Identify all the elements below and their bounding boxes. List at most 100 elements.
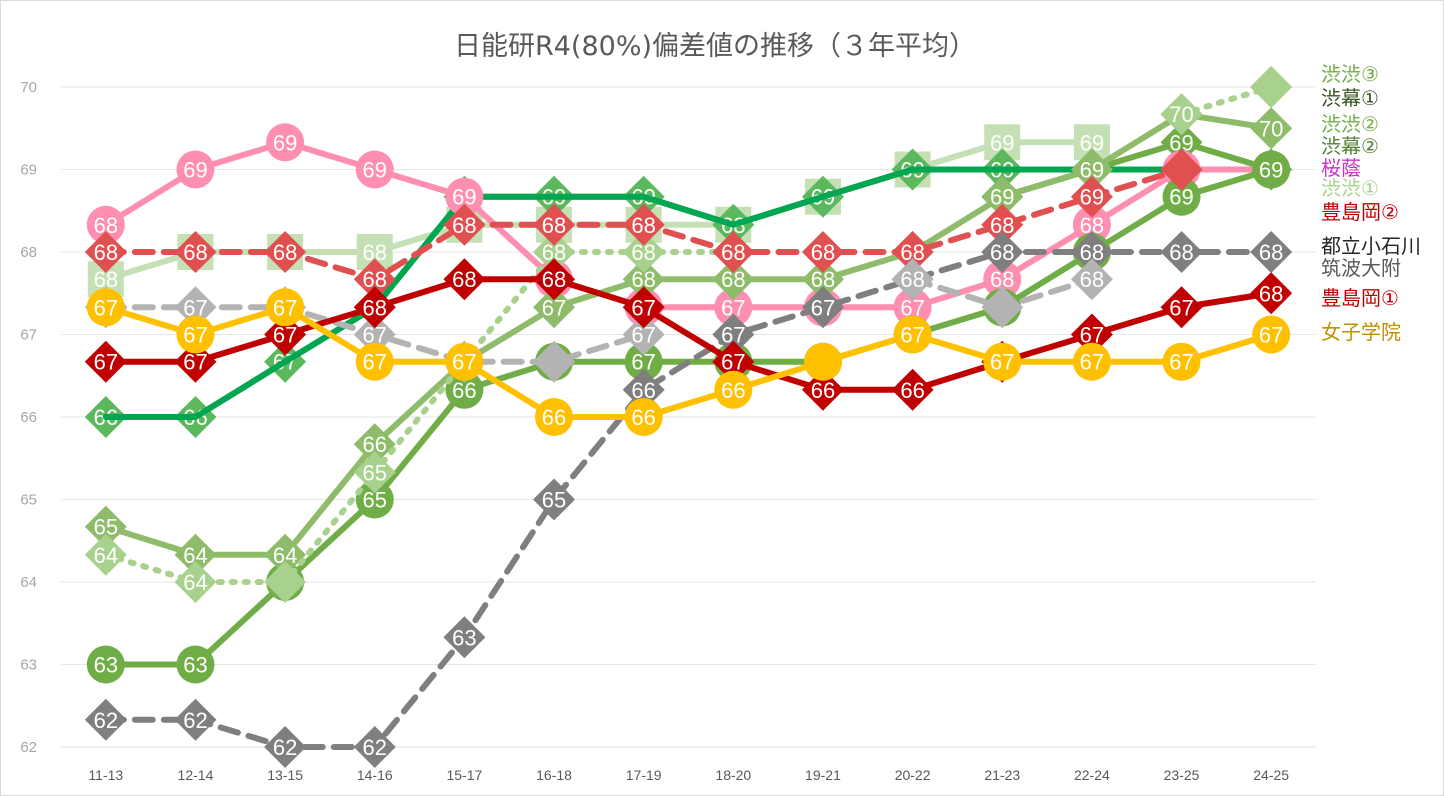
y-tick-label: 65: [20, 492, 37, 509]
series-group: 7068686868686868686969696969696969666667…: [84, 66, 1293, 768]
data-point-circle: [535, 398, 574, 436]
data-label: 67: [94, 350, 118, 375]
data-point-circle: [86, 645, 125, 684]
x-tick-label: 19-21: [805, 767, 841, 783]
data-point-diamond: [264, 533, 307, 576]
y-axis-ticks: 62 63 64 65 66 67 68 69 70: [20, 79, 37, 756]
data-point-circle: [1252, 315, 1291, 354]
y-tick-label: 62: [20, 739, 37, 756]
data-label: 67: [811, 295, 835, 320]
data-label: 66: [811, 378, 835, 403]
data-label: 66: [721, 378, 745, 403]
data-point-circle: [176, 645, 215, 684]
y-tick-label: 63: [20, 657, 37, 674]
data-label: 67: [273, 323, 297, 348]
data-label: 62: [183, 708, 207, 733]
data-point-diamond: [353, 451, 396, 494]
data-label: 68: [1259, 281, 1283, 306]
data-label: 69: [183, 158, 207, 183]
legend-entry: 都立小石川: [1321, 234, 1421, 258]
data-label: 67: [900, 323, 924, 348]
y-tick-label: 68: [20, 244, 37, 261]
data-label: 67: [273, 295, 297, 320]
data-point-diamond: [264, 561, 307, 603]
legend-entry: 渋渋②: [1321, 112, 1379, 136]
x-tick-label: 17-19: [626, 767, 662, 783]
data-point-circle: [624, 398, 663, 436]
data-label: 67: [1080, 350, 1104, 375]
data-point-circle: [355, 342, 394, 381]
data-label: 67: [183, 350, 207, 375]
data-point-diamond: [533, 286, 576, 329]
data-label: 67: [363, 350, 387, 375]
data-point-circle: [1072, 205, 1111, 244]
data-point-circle: [893, 315, 932, 354]
data-label: 67: [1169, 295, 1193, 320]
data-label: 66: [631, 405, 655, 430]
data-point-diamond: [533, 231, 576, 273]
data-point-circle: [714, 288, 753, 327]
series-女子学院: 67 67 67 67 67 66 66 66 67 67 67 67 67: [86, 288, 1291, 436]
data-point-diamond: [622, 231, 665, 273]
x-tick-label: 18-20: [715, 767, 751, 783]
data-point-circle: [445, 342, 484, 381]
x-tick-label: 16-18: [536, 767, 572, 783]
legend-entry: 豊島岡②: [1321, 200, 1399, 224]
data-point-circle: [983, 260, 1022, 299]
data-label: 68: [990, 240, 1014, 265]
data-point-diamond: [84, 505, 127, 548]
data-point-diamond: [1070, 148, 1113, 191]
y-tick-label: 70: [20, 79, 37, 96]
data-point-diamond: [264, 726, 307, 768]
x-tick-label: 23-25: [1164, 767, 1200, 783]
data-point-diamond: [174, 698, 217, 741]
data-point-circle: [355, 150, 394, 189]
data-label: 68: [363, 295, 387, 320]
data-label: 68: [542, 267, 566, 292]
x-tick-label: 15-17: [446, 767, 482, 783]
data-point-diamond: [981, 286, 1024, 329]
data-label: 70: [1259, 116, 1283, 141]
data-point-diamond: [353, 286, 396, 329]
data-point-diamond: [84, 533, 127, 576]
data-point-diamond: [533, 340, 576, 383]
data-label: 70: [1169, 102, 1193, 127]
y-tick-label: 69: [20, 162, 37, 179]
data-point-circle: [1252, 150, 1291, 189]
data-label: 63: [452, 625, 476, 650]
data-point-diamond: [1070, 313, 1113, 356]
data-label: 67: [721, 350, 745, 375]
data-point-circle: [624, 342, 663, 381]
data-point-diamond: [712, 231, 755, 273]
data-label: 68: [631, 213, 655, 238]
legend-entry: 豊島岡①: [1321, 286, 1399, 310]
data-label: 68: [721, 240, 745, 265]
data-point-diamond: [1250, 107, 1293, 150]
data-point-circle: [355, 480, 394, 519]
data-point-diamond: [891, 258, 934, 301]
series-渋幕②: 6666676769696968696969696969: [84, 148, 1293, 438]
data-point-diamond: [174, 561, 217, 603]
data-point-circle: [176, 315, 215, 354]
data-label: 69: [273, 130, 297, 155]
data-point-diamond: [533, 258, 576, 301]
series-渋幕①: 68 68 68 68 68 68 68 68 69 69 69 69: [87, 124, 1110, 298]
x-axis-ticks: 11-13 12-14 13-15 14-16 15-17 16-18 17-19 18-20…: [88, 767, 1289, 783]
data-label: 68: [900, 267, 924, 292]
data-point-circle: [1162, 342, 1201, 381]
data-point-diamond: [1250, 231, 1293, 273]
data-point-diamond: [712, 340, 755, 383]
data-point-diamond: [353, 726, 396, 768]
data-label: 68: [811, 240, 835, 265]
data-point-diamond: [264, 231, 307, 273]
data-point-diamond: [891, 231, 934, 273]
data-point-circle: [445, 370, 484, 409]
series-豊島岡②: 68 68 68 68 68 68 68 68 68 68 68 69: [84, 148, 1203, 301]
data-point-circle: [86, 288, 125, 327]
data-label: 68: [1080, 267, 1104, 292]
legend-entry: 渋幕①: [1321, 86, 1379, 110]
data-label: 62: [94, 708, 118, 733]
legend-entry: 渋幕②: [1321, 134, 1379, 158]
data-label: 66: [542, 405, 566, 430]
